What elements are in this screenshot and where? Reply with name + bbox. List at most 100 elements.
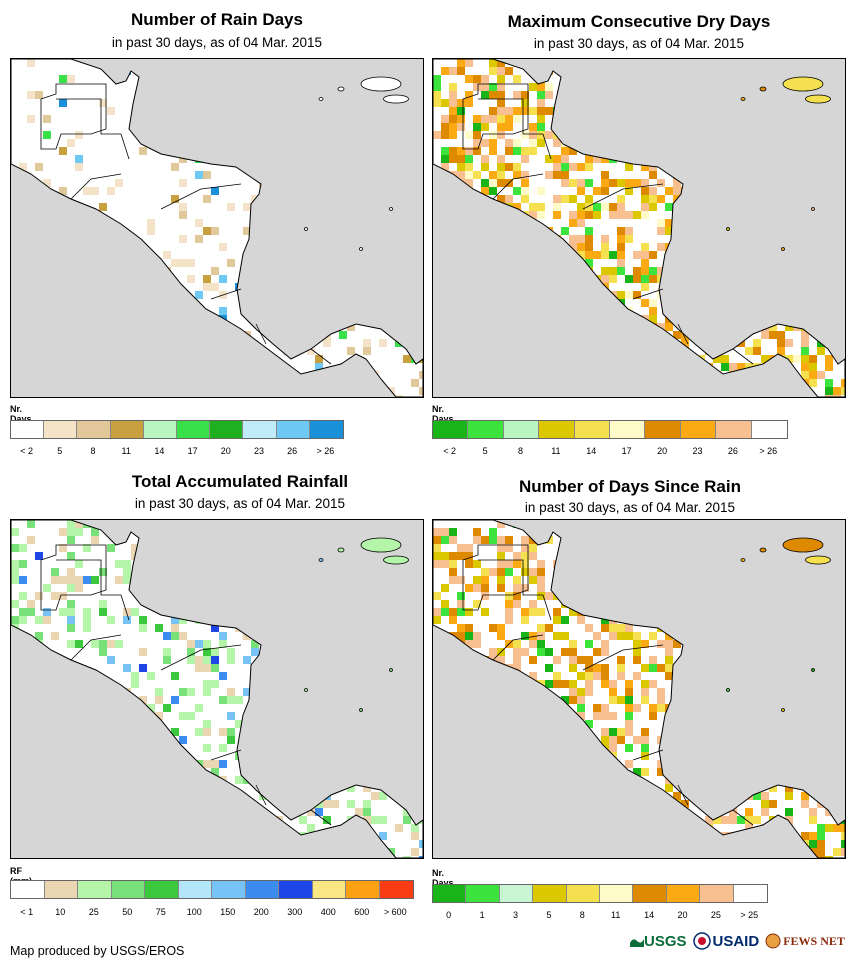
legend-swatch xyxy=(309,421,343,438)
legend-label: > 600 xyxy=(383,907,407,917)
country-border xyxy=(632,288,664,300)
legend-swatch xyxy=(700,885,734,902)
country-border xyxy=(56,98,121,135)
country-border xyxy=(255,784,267,806)
land-mass xyxy=(11,520,423,858)
legend-title: Nr. Days xyxy=(10,404,32,424)
legend-swatch xyxy=(44,881,78,898)
legend-swatch xyxy=(243,421,277,438)
legend-label: < 1 xyxy=(20,907,34,917)
island xyxy=(782,537,824,553)
legend-swatch xyxy=(110,421,144,438)
country-border xyxy=(255,323,267,345)
legend-label: > 25 xyxy=(740,910,759,920)
legend-label: 14 xyxy=(644,910,655,920)
legend-label: 26 xyxy=(727,446,738,456)
legend-swatch xyxy=(466,885,500,902)
legend-swatch xyxy=(468,421,504,438)
map-total-accumulated-rainfall[interactable] xyxy=(10,519,424,859)
island xyxy=(805,555,831,565)
legend-swatch xyxy=(680,421,717,438)
legend-swatch xyxy=(145,881,179,898)
map-canvas xyxy=(433,59,845,397)
legend-label: 11 xyxy=(611,910,621,920)
country-border xyxy=(582,644,664,671)
country-border xyxy=(677,784,689,806)
island xyxy=(726,688,730,692)
island xyxy=(740,558,746,562)
island xyxy=(782,76,824,92)
legend-swatch xyxy=(433,885,467,902)
legend-swatch xyxy=(666,885,701,902)
legend-label: 25 xyxy=(88,907,99,917)
legend-swatch xyxy=(599,885,634,902)
country-border xyxy=(677,323,689,345)
legend-label: 1 xyxy=(479,910,485,920)
panel-subtitle: in past 30 days, as of 04 Mar. 2015 xyxy=(533,36,745,51)
legend-label: 5 xyxy=(546,910,552,920)
island xyxy=(740,97,746,101)
legend-color-bar xyxy=(10,420,344,439)
country-border xyxy=(492,173,544,200)
legend-swatch xyxy=(539,421,575,438)
island xyxy=(337,86,345,92)
fewsnet-logo: FEWS NET xyxy=(765,933,845,949)
legend-label: 5 xyxy=(482,446,488,456)
legend-labels: < 2 5 8 11 14 17 20 23 26 > 26 xyxy=(432,446,786,458)
legend-label: 100 xyxy=(186,907,202,917)
panel-title: Total Accumulated Rainfall xyxy=(131,472,349,491)
coastline xyxy=(11,59,423,397)
state-border xyxy=(40,83,107,150)
country-border xyxy=(210,288,242,300)
legend-swatch xyxy=(503,421,540,438)
country-border xyxy=(120,133,130,160)
legend-swatch xyxy=(178,881,212,898)
map-rain-days[interactable] xyxy=(10,58,424,398)
country-border xyxy=(210,749,242,761)
legend-label: 8 xyxy=(90,446,96,456)
country-border xyxy=(478,98,543,135)
usgs-wave-icon xyxy=(630,939,644,947)
usaid-logo: USAID xyxy=(692,932,759,950)
legend-label: 11 xyxy=(121,446,131,456)
agency-logos: USGS USAID FEWS NET xyxy=(630,932,845,950)
map-days-since-rain[interactable] xyxy=(432,519,846,859)
legend-label: < 2 xyxy=(20,446,33,456)
legend-label: 23 xyxy=(253,446,265,456)
legend-label: 25 xyxy=(710,910,721,920)
legend-swatch xyxy=(533,885,567,902)
island xyxy=(360,76,402,92)
legend-label: 20 xyxy=(677,910,688,920)
legend-labels: < 1 10 25 50 75 100 150 200 300 400 600 > 600 xyxy=(10,907,412,919)
legend-swatch xyxy=(176,421,211,438)
country-border xyxy=(732,348,754,365)
island xyxy=(304,227,308,231)
map-max-consecutive-dry-days[interactable] xyxy=(432,58,846,398)
legend-label: 23 xyxy=(692,446,703,456)
legend-swatch xyxy=(716,421,752,438)
map-canvas xyxy=(433,520,845,858)
panel-subtitle: in past 30 days, as of 04 Mar. 2015 xyxy=(524,500,736,515)
legend-label: 150 xyxy=(220,907,236,917)
panel-title: Maximum Consecutive Dry Days xyxy=(507,12,771,31)
legend-label: 26 xyxy=(287,446,298,456)
legend-label: 75 xyxy=(155,907,166,917)
legend-label: 50 xyxy=(122,907,133,917)
legend-swatch xyxy=(78,881,112,898)
legend-swatch xyxy=(77,421,111,438)
legend-label: 600 xyxy=(354,907,370,917)
legend-label: > 26 xyxy=(316,446,335,456)
legend-swatch xyxy=(645,421,681,438)
legend-swatch xyxy=(566,885,600,902)
legend-swatch xyxy=(633,885,667,902)
legend-swatch xyxy=(379,881,413,898)
coastline xyxy=(433,59,845,397)
panel-subtitle: in past 30 days, as of 04 Mar. 2015 xyxy=(111,35,323,50)
legend-label: 5 xyxy=(57,446,63,456)
map-canvas xyxy=(11,59,423,397)
legend-label: 10 xyxy=(55,907,66,917)
legend-swatch xyxy=(279,881,313,898)
island xyxy=(726,227,730,231)
map-credit: Map produced by USGS/EROS xyxy=(10,944,185,958)
legend-label: 20 xyxy=(657,446,668,456)
